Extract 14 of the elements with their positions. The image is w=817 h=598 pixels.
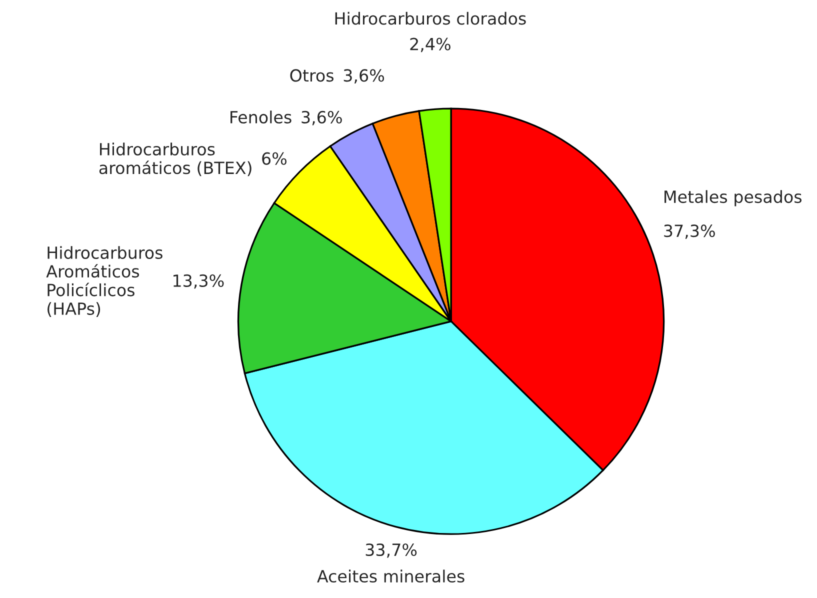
data-label: 2,4% [410,38,450,52]
data-label: 6% [262,152,287,165]
data-label: 3,6% [344,69,384,84]
slice-label: Hidrocarburos aromáticos (BTEX) [99,142,252,176]
slice-label: Aceites minerales [317,570,464,583]
slice-label: Hidrocarburos clorados [335,12,526,25]
slice-label: Hidrocarburos Aromáticos Policíclicos (HAPs) [46,246,162,317]
slice-label: Fenoles [230,110,292,124]
data-label: 33,7% [366,543,417,558]
data-label: 3,6% [302,110,342,126]
slice-label: Metales pesados [664,190,802,206]
data-label: 13,3% [174,274,224,289]
slice-label: Otros [290,69,334,82]
data-label: 37,3% [664,224,715,239]
